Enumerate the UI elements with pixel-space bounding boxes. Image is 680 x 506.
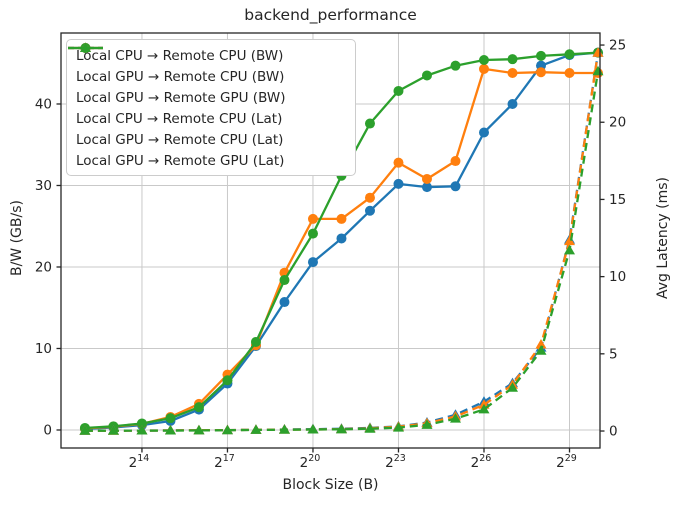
svg-text:40: 40: [35, 96, 52, 112]
svg-text:0: 0: [43, 422, 52, 438]
svg-text:226: 226: [471, 453, 492, 471]
legend-item: Local GPU → Remote CPU (BW): [68, 43, 349, 87]
legend-label: Local GPU → Remote CPU (BW): [76, 68, 285, 85]
legend-item: Local CPU → Remote CPU (Lat): [68, 42, 349, 129]
legend-label: Local CPU → Remote CPU (Lat): [76, 110, 283, 127]
legend-sample-icon: [68, 42, 103, 52]
legend-label: Local CPU → Remote CPU (BW): [76, 47, 284, 64]
svg-text:20: 20: [609, 115, 626, 131]
legend: Local CPU → Remote CPU (BW) Local GPU → …: [66, 39, 356, 176]
y-axis-label-right: Avg Latency (ms): [655, 176, 671, 300]
svg-text:25: 25: [609, 38, 626, 54]
svg-text:30: 30: [35, 178, 52, 194]
svg-text:217: 217: [214, 453, 235, 471]
legend-item: Local GPU → Remote GPU (Lat): [68, 42, 349, 171]
y-axis-label-left: B/W (GB/s): [9, 200, 25, 277]
svg-text:229: 229: [556, 453, 577, 471]
legend-item: Local GPU → Remote CPU (Lat): [68, 42, 349, 150]
svg-text:214: 214: [129, 453, 150, 471]
svg-text:20: 20: [35, 259, 52, 275]
svg-text:10: 10: [609, 269, 626, 285]
chart-title: backend_performance: [244, 6, 417, 24]
legend-label: Local GPU → Remote GPU (Lat): [76, 152, 285, 169]
legend-item: Local CPU → Remote CPU (BW): [68, 43, 349, 66]
legend-label: Local GPU → Remote GPU (BW): [76, 89, 286, 106]
svg-text:220: 220: [300, 453, 321, 471]
svg-text:10: 10: [35, 341, 52, 357]
legend-label: Local GPU → Remote CPU (Lat): [76, 131, 284, 148]
svg-text:223: 223: [385, 453, 406, 471]
svg-text:5: 5: [609, 346, 618, 362]
svg-text:0: 0: [609, 424, 618, 440]
legend-item: Local GPU → Remote GPU (BW): [68, 43, 349, 108]
svg-text:15: 15: [609, 192, 626, 208]
x-axis-label: Block Size (B): [282, 477, 379, 493]
